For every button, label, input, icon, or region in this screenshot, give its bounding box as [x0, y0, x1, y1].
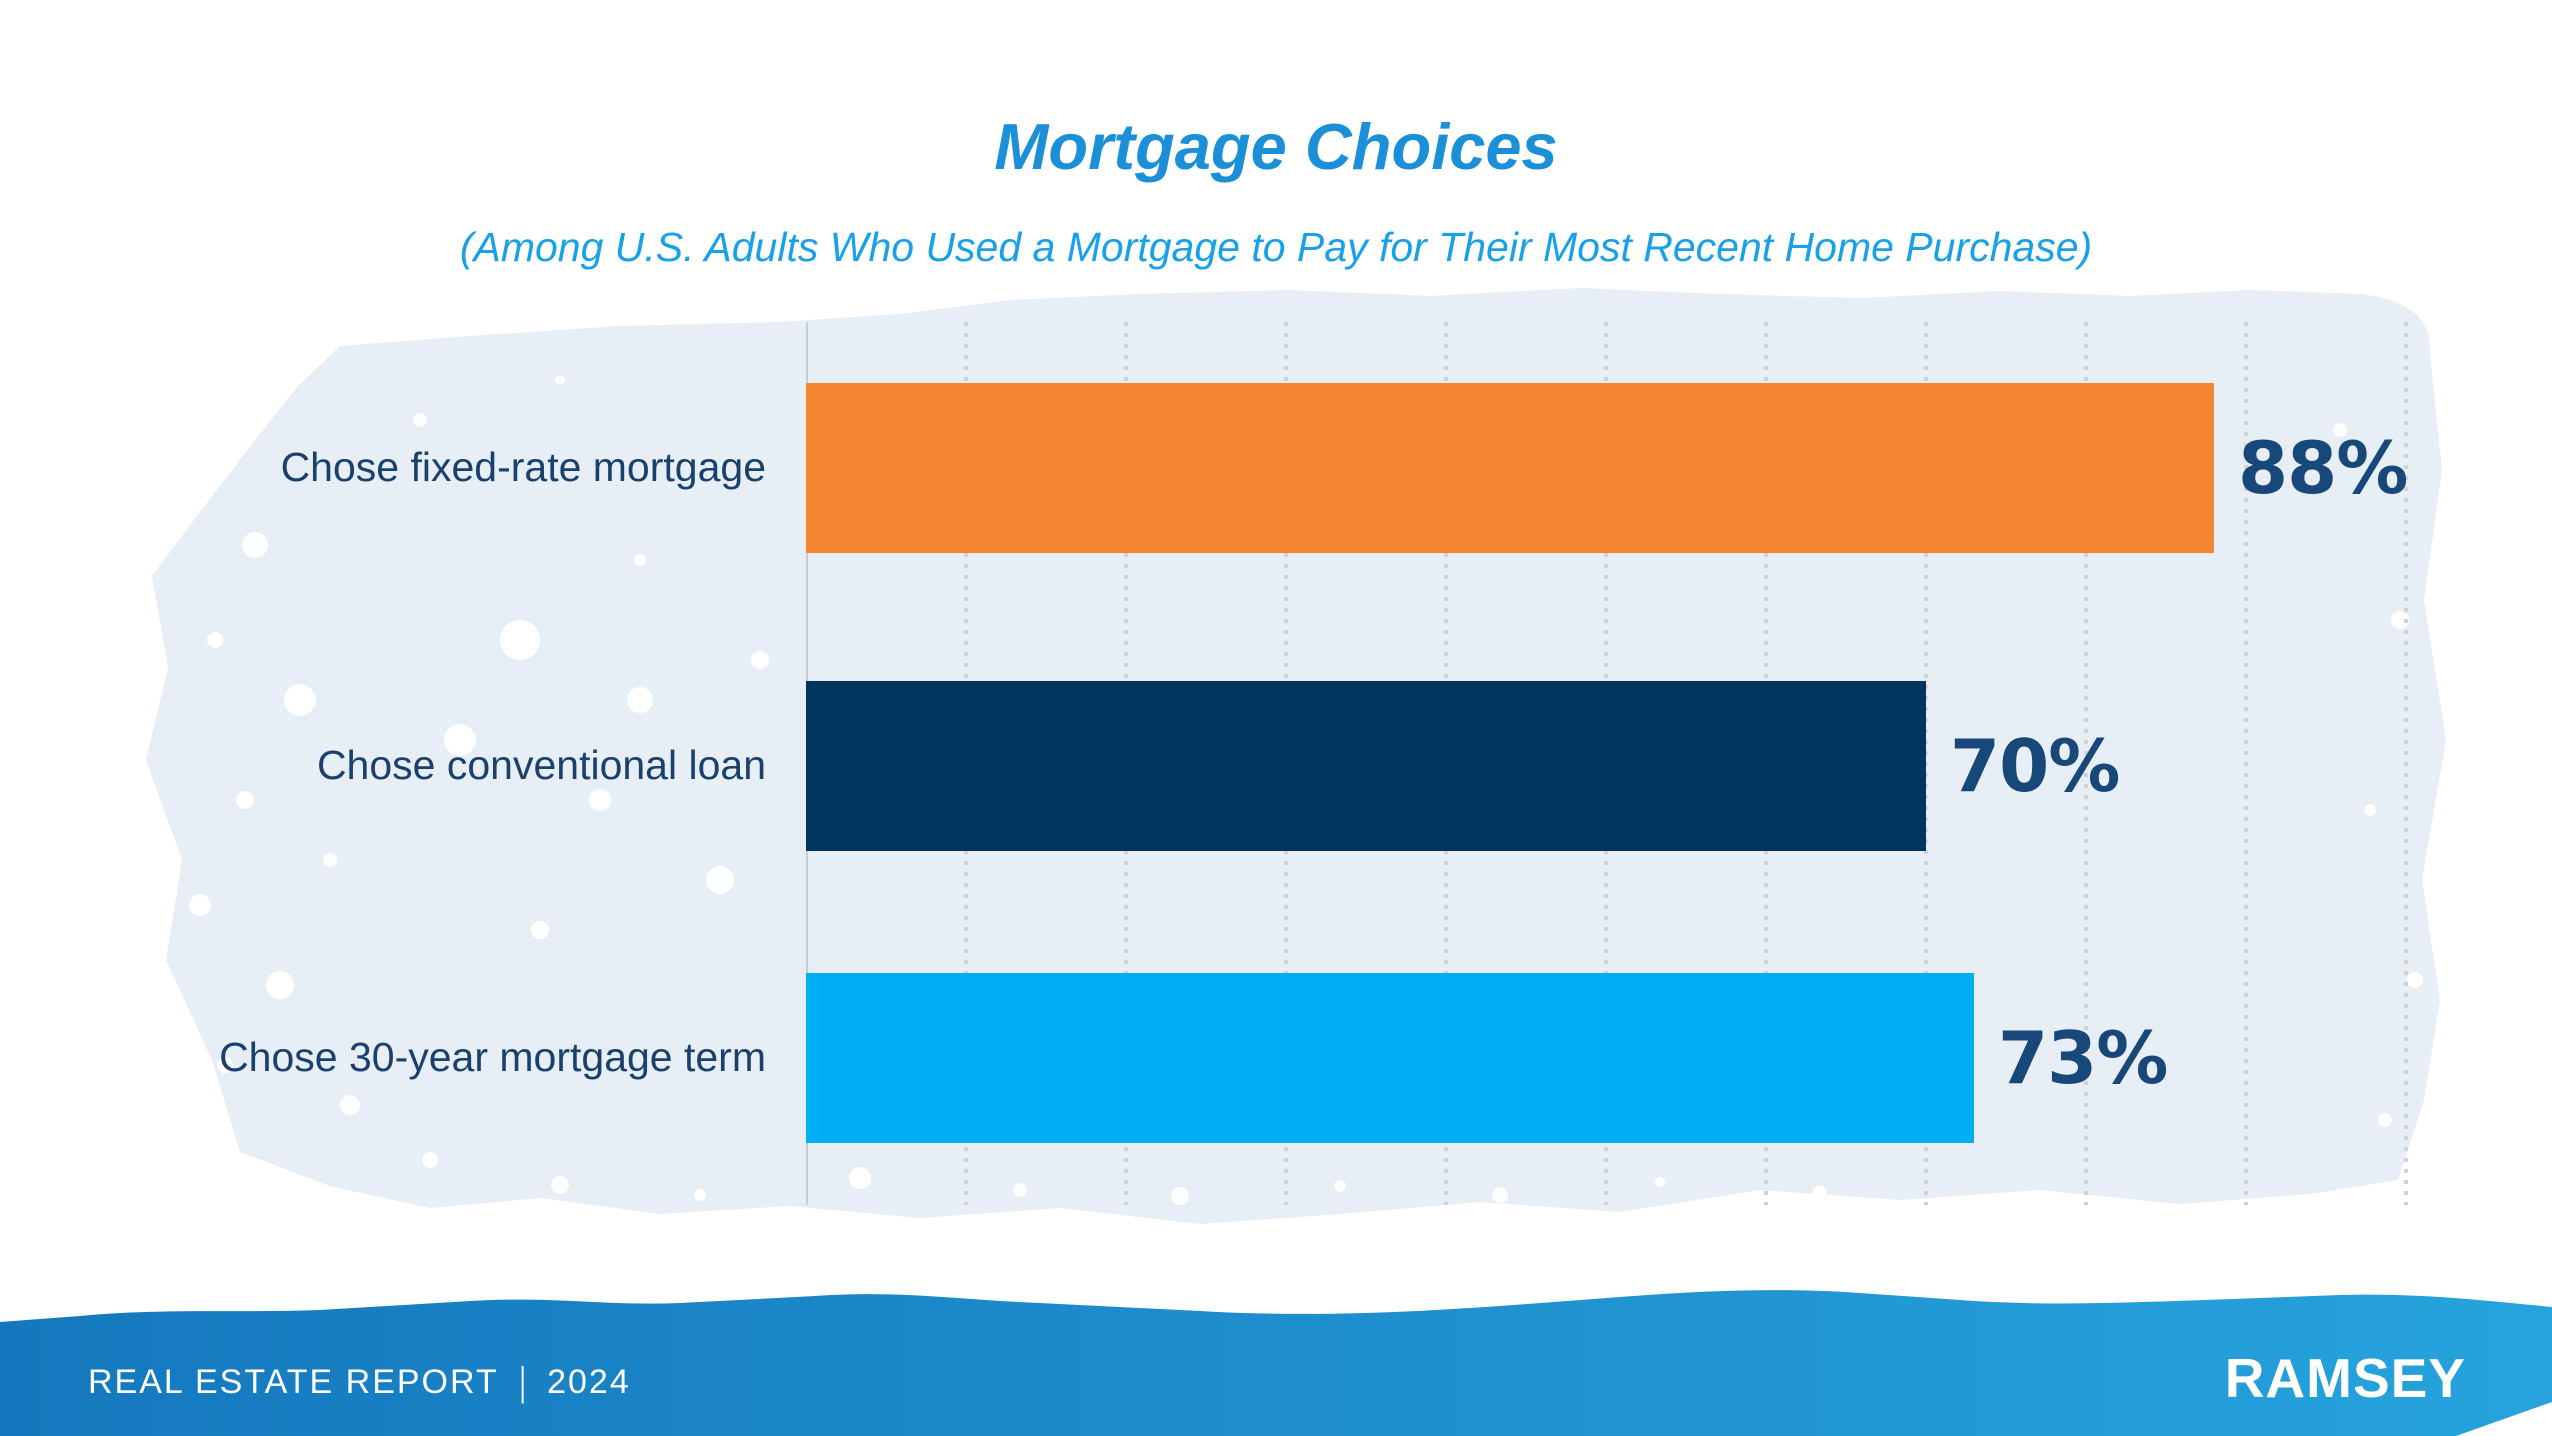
gridline-80pct — [2084, 322, 2088, 1205]
bar-row-30-year: 73% — [806, 973, 2406, 1143]
brush-speckles — [189, 375, 2423, 1205]
category-label-fixed-rate: Chose fixed-rate mortgage — [280, 444, 766, 491]
bar-row-conventional: 70% — [806, 681, 2406, 851]
bar-conventional — [806, 681, 1926, 851]
bar-row-fixed-rate: 88% — [806, 383, 2408, 553]
chart-subtitle: (Among U.S. Adults Who Used a Mortgage t… — [459, 224, 2093, 270]
gridline-90pct — [2244, 322, 2248, 1205]
chart-title: Mortgage Choices — [994, 109, 1558, 183]
bar-chart-plot: 88% 70% 73% — [806, 322, 2408, 1205]
value-label-fixed-rate: 88% — [2238, 426, 2408, 510]
footer-report-line: REAL ESTATE REPORT | 2024 — [88, 1360, 631, 1405]
value-label-30-year: 73% — [1998, 1016, 2168, 1100]
value-label-conventional: 70% — [1950, 724, 2120, 808]
footer-year: 2024 — [547, 1363, 631, 1401]
footer-corner-notch — [2456, 1402, 2552, 1436]
brand-wordmark-ramsey: RAMSEY — [2224, 1347, 2466, 1409]
bar-fixed-rate — [806, 383, 2214, 553]
gridline-70pct — [1924, 322, 1928, 1205]
category-label-conventional: Chose conventional loan — [316, 742, 766, 789]
footer-divider: | — [519, 1360, 527, 1404]
category-label-30-year: Chose 30-year mortgage term — [219, 1034, 766, 1081]
bar-30-year — [806, 973, 1974, 1143]
gridline-100pct — [2404, 322, 2408, 1205]
footer-report-title: REAL ESTATE REPORT — [88, 1363, 499, 1401]
footer-brush-shape — [0, 1290, 2552, 1436]
